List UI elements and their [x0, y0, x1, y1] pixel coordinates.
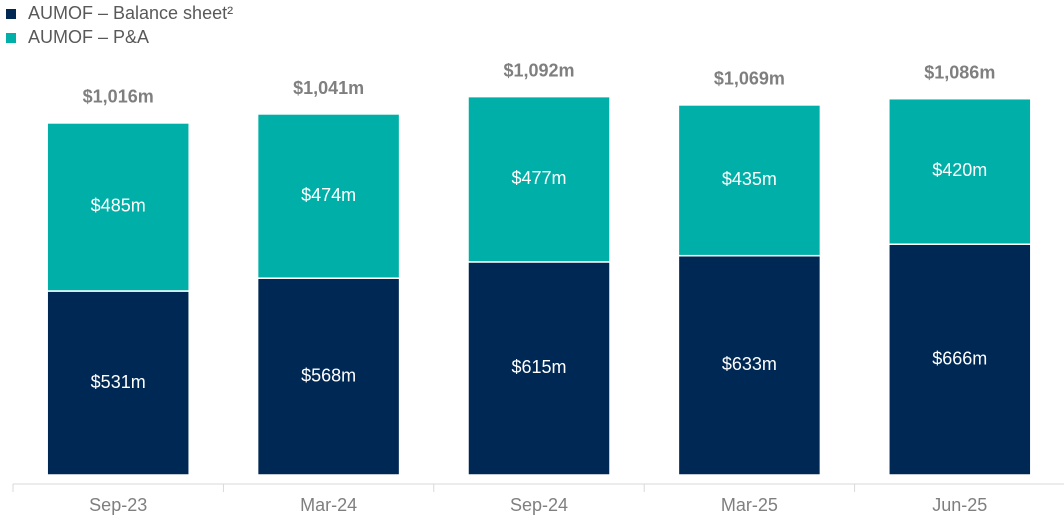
data-label: $477m — [511, 168, 566, 188]
x-tick-label: Jun-25 — [932, 495, 987, 515]
bar-segment — [677, 104, 822, 257]
bar-segment — [677, 254, 822, 476]
bar-segment — [888, 243, 1032, 476]
bar-segment — [256, 113, 401, 279]
total-label: $1,041m — [293, 78, 364, 98]
bar-segment — [46, 122, 190, 292]
bar-segment — [888, 97, 1032, 245]
total-label: $1,092m — [503, 60, 574, 80]
x-tick-label: Sep-23 — [89, 495, 147, 515]
bar-segment — [256, 277, 401, 476]
bar-segment — [46, 290, 190, 476]
data-label: $474m — [301, 185, 356, 205]
bar-segment — [467, 261, 611, 476]
legend-swatch — [6, 9, 16, 19]
data-label: $568m — [301, 365, 356, 385]
legend-swatch — [6, 33, 16, 43]
x-tick-label: Mar-24 — [300, 495, 357, 515]
legend-label: AUMOF – P&A — [28, 27, 149, 47]
total-label: $1,016m — [83, 87, 154, 107]
data-label: $615m — [511, 357, 566, 377]
data-label: $435m — [722, 169, 777, 189]
x-tick-label: Sep-24 — [510, 495, 568, 515]
x-tick-label: Mar-25 — [721, 495, 778, 515]
data-label: $420m — [932, 160, 987, 180]
data-label: $633m — [722, 354, 777, 374]
data-label: $531m — [91, 372, 146, 392]
data-label: $485m — [91, 196, 146, 216]
legend-label: AUMOF – Balance sheet² — [28, 3, 233, 23]
data-label: $666m — [932, 348, 987, 368]
total-label: $1,069m — [714, 68, 785, 88]
bar-segment — [467, 95, 611, 263]
total-label: $1,086m — [924, 62, 995, 82]
